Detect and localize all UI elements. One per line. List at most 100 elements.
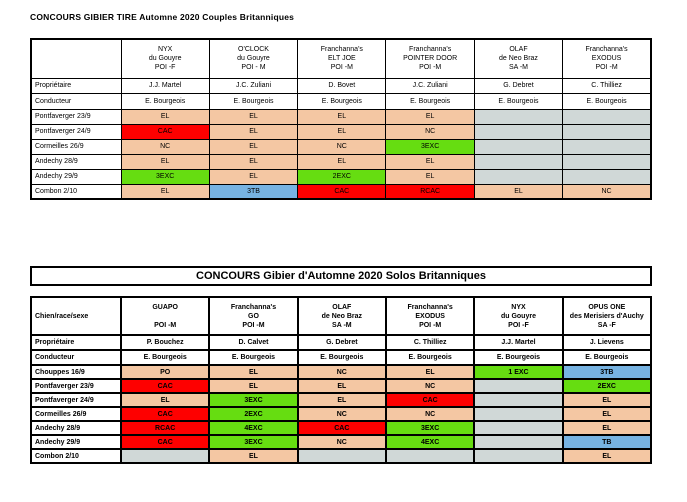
- result-cell: EL: [385, 108, 475, 125]
- header-row: NYX du Gouyre POI -F O'CLOCK du Gouyre POI - …: [30, 38, 652, 79]
- result-cell: EL: [208, 153, 299, 170]
- handler-name-cell: E. Bourgeois: [562, 92, 652, 110]
- result-cell: EL: [384, 364, 476, 380]
- result-cell: [562, 123, 652, 140]
- dog-name-line: Franchanna's: [409, 46, 452, 54]
- dog-name-line: OPUS ONE: [588, 303, 626, 311]
- event-label-cell: Pontfaverger 24/9: [30, 392, 122, 408]
- dog-name-line: du Gouyre: [237, 55, 270, 63]
- result-cell: 4EXC: [208, 420, 299, 436]
- result-cell: CAC: [119, 434, 211, 450]
- handler-name-cell: E. Bourgeois: [385, 92, 475, 110]
- result-cell: [473, 448, 564, 464]
- result-cell: [473, 138, 564, 155]
- result-cell: 3EXC: [385, 138, 475, 155]
- result-cell: 2EXC: [561, 378, 653, 394]
- handler-row: Conducteur E. Bourgeois E. Bourgeois E. Bou…: [30, 349, 653, 366]
- handler-name-cell: E. Bourgeois: [208, 349, 299, 366]
- dog-name-line: POI -F: [154, 64, 176, 72]
- event-row: Combon 2/10 EL 3TB CAC RCAC EL NC: [30, 183, 652, 200]
- result-cell: 1 EXC: [473, 364, 564, 380]
- dog-name-line: POI -M: [419, 321, 442, 329]
- result-cell: NC: [562, 183, 652, 200]
- dog-name-line: POI -M: [154, 321, 177, 329]
- event-row: Pontfaverger 24/9 EL 3EXC EL CAC EL: [30, 392, 653, 408]
- header-row: Chien/race/sexe GUAPO POI -M Franchanna's GO…: [30, 296, 653, 336]
- owner-name-cell: C. Thilliez: [562, 77, 652, 94]
- result-cell: [473, 434, 564, 450]
- dog-name-line: SA -M: [508, 64, 528, 72]
- result-cell: EL: [561, 406, 653, 422]
- result-cell: 4EXC: [384, 434, 476, 450]
- dog-name-line: EXODUS: [591, 55, 622, 63]
- event-row: Combon 2/10 EL EL: [30, 448, 653, 464]
- result-cell: 2EXC: [208, 406, 299, 422]
- result-cell: 3TB: [561, 364, 653, 380]
- dog-header-cell: Franchanna's POINTER DOOR POI -M: [385, 38, 475, 79]
- dog-header-cell: OLAF de Neo Braz SA -M: [296, 296, 387, 336]
- result-cell: [473, 108, 564, 125]
- dog-name-line: de Neo Braz: [499, 55, 538, 63]
- owner-name-cell: J.J. Martel: [473, 334, 564, 351]
- result-cell: EL: [385, 153, 475, 170]
- dog-name-line: GO: [248, 312, 259, 320]
- event-row: Chouppes 16/9 PO EL NC EL 1 EXC 3TB: [30, 364, 653, 380]
- result-cell: NC: [296, 434, 387, 450]
- dog-name-line: du Gouyre: [500, 312, 536, 320]
- handler-label-cell: Conducteur: [30, 92, 122, 110]
- result-cell: [119, 448, 211, 464]
- result-cell: EL: [208, 138, 299, 155]
- result-cell: EL: [119, 392, 211, 408]
- result-cell: CAC: [297, 183, 387, 200]
- owner-name-cell: J.C. Zuliani: [208, 77, 299, 94]
- event-row: Andechy 28/9 EL EL EL EL: [30, 153, 652, 170]
- dog-name-line: POI - M: [241, 64, 266, 72]
- owner-name-cell: J. Lievens: [561, 334, 653, 351]
- solos-table: Chien/race/sexe GUAPO POI -M Franchanna's GO…: [30, 296, 653, 464]
- result-cell: [473, 378, 564, 394]
- dog-name-line: Franchanna's: [230, 303, 277, 311]
- result-cell: EL: [120, 183, 210, 200]
- result-cell: NC: [385, 123, 475, 140]
- owner-row: Propriétaire J.J. Martel J.C. Zuliani D. Bo…: [30, 77, 652, 94]
- result-cell: [473, 406, 564, 422]
- owner-name-cell: G. Debret: [473, 77, 564, 94]
- result-cell: 3EXC: [384, 420, 476, 436]
- result-cell: EL: [208, 448, 299, 464]
- owner-label-cell: Propriétaire: [30, 77, 122, 94]
- dog-name-line: de Neo Braz: [321, 312, 363, 320]
- result-cell: [473, 153, 564, 170]
- handler-name-cell: E. Bourgeois: [297, 92, 387, 110]
- result-cell: PO: [119, 364, 211, 380]
- dog-header-cell: OLAF de Neo Braz SA -M: [473, 38, 564, 79]
- result-cell: CAC: [119, 378, 211, 394]
- couples-table-title: CONCOURS GIBIER TIRE Automne 2020 Couple…: [30, 12, 295, 22]
- result-cell: CAC: [120, 123, 210, 140]
- dog-name-line: des Merisiers d'Auchy: [569, 312, 644, 320]
- owner-name-cell: D. Bovet: [297, 77, 387, 94]
- result-cell: [384, 448, 476, 464]
- event-label-cell: Andechy 28/9: [30, 153, 122, 170]
- result-cell: EL: [297, 108, 387, 125]
- dog-name-line: POI -M: [419, 64, 442, 72]
- event-row: Cormeilles 26/9 NC EL NC 3EXC: [30, 138, 652, 155]
- result-cell: CAC: [296, 420, 387, 436]
- dog-name-line: SA -M: [332, 321, 352, 329]
- dog-name-line: O'CLOCK: [238, 46, 269, 54]
- result-cell: NC: [384, 406, 476, 422]
- handler-name-cell: E. Bourgeois: [119, 349, 211, 366]
- event-row: Pontfaverger 23/9 CAC EL EL NC 2EXC: [30, 378, 653, 394]
- result-cell: EL: [208, 108, 299, 125]
- result-cell: EL: [120, 153, 210, 170]
- owner-name-cell: G. Debret: [296, 334, 387, 351]
- dog-name-line: Franchanna's: [320, 46, 363, 54]
- dog-name-line: Franchanna's: [407, 303, 453, 311]
- dog-name-line: POINTER DOOR: [403, 55, 458, 63]
- result-cell: 3EXC: [120, 168, 210, 185]
- result-cell: NC: [296, 364, 387, 380]
- event-label-cell: Pontfaverger 23/9: [30, 108, 122, 125]
- result-cell: [562, 108, 652, 125]
- event-label-cell: Combon 2/10: [30, 183, 122, 200]
- result-cell: RCAC: [385, 183, 475, 200]
- event-label-cell: Cormeilles 26/9: [30, 138, 122, 155]
